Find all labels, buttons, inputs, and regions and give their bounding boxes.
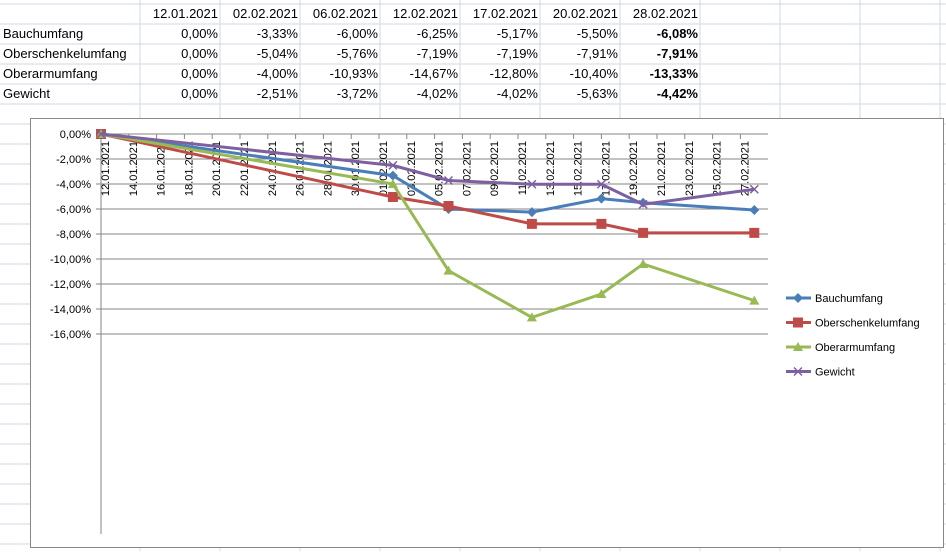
- x-tick-label: 09.02.2021: [489, 141, 501, 196]
- data-point-triangle: [793, 342, 803, 351]
- data-point-square: [526, 218, 537, 229]
- data-point-square: [749, 227, 760, 238]
- value-cell[interactable]: -5,04%: [256, 46, 298, 61]
- value-cell[interactable]: -7,91%: [576, 46, 618, 61]
- x-tick-label: 15.02.2021: [573, 141, 585, 196]
- value-cell[interactable]: -5,50%: [576, 26, 618, 41]
- value-cell[interactable]: -6,25%: [416, 26, 458, 41]
- x-tick-label: 11.02.2021: [517, 141, 529, 195]
- y-tick-label: -14,00%: [50, 304, 91, 316]
- value-cell[interactable]: -10,93%: [329, 66, 378, 81]
- y-tick-label: -6,00%: [56, 204, 91, 216]
- x-tick-label: 21.02.2021: [656, 141, 668, 196]
- data-point-square: [596, 218, 607, 229]
- value-cell[interactable]: -7,19%: [416, 46, 458, 61]
- header-date-cell[interactable]: 02.02.2021: [232, 6, 298, 21]
- data-point-square: [387, 192, 398, 202]
- data-point-triangle: [749, 295, 760, 305]
- value-cell[interactable]: -4,42%: [656, 86, 698, 101]
- value-cell[interactable]: -12,80%: [489, 66, 538, 81]
- value-cell[interactable]: -6,00%: [336, 26, 378, 41]
- y-tick-label: -4,00%: [56, 179, 91, 191]
- data-point-square: [793, 317, 803, 328]
- y-tick-label: -10,00%: [50, 254, 91, 266]
- value-cell[interactable]: -5,17%: [496, 26, 538, 41]
- data-point-diamond: [749, 205, 760, 215]
- data-point-x: [96, 129, 106, 139]
- data-point-diamond: [387, 170, 398, 181]
- row-label-cell[interactable]: Oberarmumfang: [3, 66, 98, 81]
- x-tick-label: 27.02.2021: [739, 141, 751, 196]
- legend-label: Gewicht: [815, 367, 855, 379]
- header-date-cell[interactable]: 12.02.2021: [392, 6, 458, 21]
- data-point-x: [596, 179, 606, 189]
- header-date-cell[interactable]: 17.02.2021: [472, 6, 538, 21]
- value-cell[interactable]: -5,63%: [576, 86, 618, 101]
- value-cell[interactable]: 0,00%: [181, 66, 218, 81]
- value-cell[interactable]: -6,08%: [656, 26, 698, 41]
- header-date-cell[interactable]: 12.01.2021: [152, 6, 218, 21]
- y-tick-label: -12,00%: [50, 279, 91, 291]
- legend-label: Oberschenkelumfang: [815, 318, 920, 330]
- y-tick-label: -16,00%: [50, 329, 91, 341]
- data-point-x: [749, 184, 759, 194]
- header-date-cell[interactable]: 06.02.2021: [312, 6, 378, 21]
- value-cell[interactable]: -3,72%: [336, 86, 378, 101]
- value-cell[interactable]: -10,40%: [569, 66, 618, 81]
- value-cell[interactable]: -4,02%: [416, 86, 458, 101]
- x-tick-label: 05.02.2021: [434, 141, 446, 196]
- data-point-diamond: [526, 207, 537, 218]
- x-tick-label: 13.02.2021: [545, 141, 557, 196]
- data-point-square: [638, 227, 649, 238]
- data-point-square: [443, 201, 454, 211]
- data-point-triangle: [526, 312, 537, 322]
- x-tick-label: 23.02.2021: [684, 141, 696, 196]
- value-cell[interactable]: -4,00%: [256, 66, 298, 81]
- data-point-diamond: [793, 293, 803, 303]
- data-point-x: [388, 160, 398, 170]
- value-cell[interactable]: -5,76%: [336, 46, 378, 61]
- data-point-x: [793, 366, 803, 377]
- x-tick-label: 07.02.2021: [461, 141, 473, 196]
- x-tick-label: 30.01.2021: [350, 141, 362, 196]
- header-date-cell[interactable]: 20.02.2021: [552, 6, 618, 21]
- line-chart[interactable]: 0,00% -2,00% -4,00% -6,00% -8,00% -10,00% -12,…: [30, 118, 944, 548]
- legend-label: Oberarmumfang: [815, 342, 895, 354]
- value-cell[interactable]: -3,33%: [256, 26, 298, 41]
- value-cell[interactable]: -7,19%: [496, 46, 538, 61]
- x-tick-label: 25.02.2021: [712, 141, 724, 196]
- value-cell[interactable]: -2,51%: [256, 86, 298, 101]
- header-date-cell[interactable]: 28.02.2021: [632, 6, 698, 21]
- data-point-triangle: [443, 265, 454, 275]
- value-cell[interactable]: -14,67%: [409, 66, 458, 81]
- data-point-triangle: [387, 179, 398, 188]
- row-label-cell[interactable]: Oberschenkelumfang: [3, 46, 127, 61]
- value-cell[interactable]: -13,33%: [649, 66, 698, 81]
- x-tick-label: 24.01.2021: [267, 141, 279, 196]
- x-tick-label: 12.01.2021: [100, 141, 112, 196]
- x-tick-label: 19.02.2021: [628, 141, 640, 196]
- y-tick-label: 0,00%: [60, 129, 91, 141]
- row-label-cell[interactable]: Bauchumfang: [3, 26, 84, 41]
- x-tick-label: 03.02.2021: [406, 141, 418, 196]
- value-cell[interactable]: -7,91%: [656, 46, 698, 61]
- data-point-x: [443, 175, 454, 186]
- data-point-diamond: [596, 193, 607, 204]
- y-tick-label: -8,00%: [56, 229, 91, 241]
- value-cell[interactable]: 0,00%: [181, 26, 218, 41]
- data-point-triangle: [638, 259, 649, 268]
- value-cell[interactable]: -4,02%: [496, 86, 538, 101]
- row-label-cell[interactable]: Gewicht: [3, 86, 50, 101]
- value-cell[interactable]: 0,00%: [181, 46, 218, 61]
- data-point-triangle: [596, 289, 607, 298]
- value-cell[interactable]: 0,00%: [181, 86, 218, 101]
- x-tick-label: 14.01.2021: [128, 141, 140, 196]
- data-point-x: [527, 179, 537, 189]
- legend-label: Bauchumfang: [815, 293, 883, 305]
- data-point-x: [638, 199, 648, 209]
- x-tick-label: 16.01.2021: [156, 141, 168, 196]
- y-tick-label: -2,00%: [56, 154, 91, 166]
